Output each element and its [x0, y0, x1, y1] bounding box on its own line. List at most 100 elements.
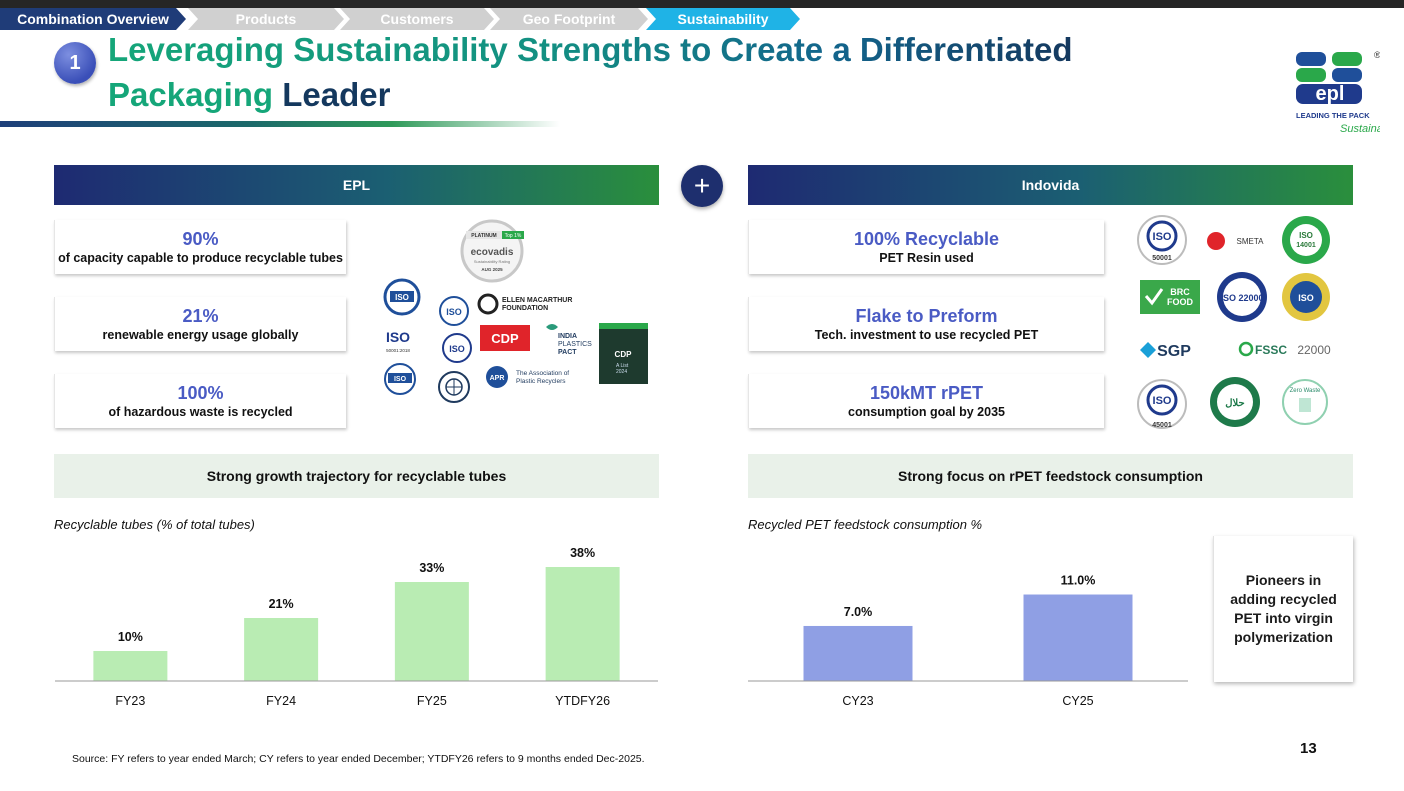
page-title-text: Leveraging Sustainability Strengths to C…	[108, 31, 1073, 68]
iso-45001-code: 45001	[1152, 422, 1172, 429]
data-label: 33%	[419, 561, 444, 575]
right-chart-caption: Recycled PET feedstock consumption %	[748, 517, 983, 532]
logo-registered: ®	[1374, 50, 1380, 60]
logo-tagline: LEADING THE PACK	[1296, 111, 1370, 120]
iso-seal-icon: ISO	[439, 296, 469, 326]
epl-stat-card: 21% renewable energy usage globally	[54, 297, 346, 351]
iso-seal-icon: ISO	[383, 278, 421, 316]
brc-food-logo: BRC FOOD	[1140, 280, 1200, 314]
x-tick-label: FY23	[115, 694, 145, 708]
stat-desc: renewable energy usage globally	[102, 328, 299, 342]
stat-desc: of hazardous waste is recycled	[108, 405, 293, 419]
apr-short: APR	[490, 375, 505, 382]
halal-text: حلال	[1225, 398, 1244, 409]
iso-14001-code: 14001	[1296, 242, 1316, 249]
x-tick-label: FY24	[266, 694, 296, 708]
bar-FY23	[93, 651, 168, 681]
tab-sustainability[interactable]: Sustainability	[646, 8, 800, 30]
tab-geo-footprint[interactable]: Geo Footprint	[490, 8, 648, 30]
epl-logo: epl ® LEADING THE PACK Sustainably	[1296, 50, 1380, 135]
source-footnote: Source: FY refers to year ended March; C…	[72, 753, 645, 765]
cdp-text: CDP	[491, 331, 519, 346]
apr-logo: APR The Association of Plastic Recyclers	[486, 366, 569, 388]
apr-line1: The Association of	[516, 370, 569, 377]
ecovadis-name: ecovadis	[471, 247, 514, 258]
logo-script: Sustainably	[1340, 123, 1380, 135]
iso-45001-seal-icon: ISO 45001	[1137, 379, 1187, 429]
brc-line2: FOOD	[1167, 297, 1193, 307]
smeta-text: SMETA	[1237, 237, 1265, 246]
rpet-feedstock-bar-chart: 7.0% CY23 11.0% CY25	[748, 574, 1188, 708]
iso-seal-gold-icon: ISO	[1282, 273, 1330, 321]
ellen-macarthur-foundation-logo: ELLEN MACARTHUR FOUNDATION	[477, 293, 572, 315]
iso-22000-seal-icon: ISO 22000	[1217, 272, 1267, 322]
bar-CY25	[1023, 594, 1133, 681]
tab-combination-overview[interactable]: Combination Overview	[0, 8, 186, 30]
fssc-text: FSSC	[1255, 343, 1287, 357]
page-title-green-word: Packaging	[108, 76, 274, 113]
iso-seal-icon: ISO	[384, 363, 416, 395]
iso-label: ISO	[1153, 231, 1172, 243]
stat-value: 21%	[182, 306, 219, 326]
cdp-alist-label: A List	[616, 363, 629, 369]
epl-certification-badges: PLATINUM Top 1% ecovadis Sustainability …	[383, 219, 648, 403]
ecovadis-top: Top 1%	[505, 233, 522, 239]
stat-value: 100% Recyclable	[853, 229, 1000, 249]
iso-label: ISO	[449, 344, 465, 354]
right-chart-banner: Strong focus on rPET feedstock consumpti…	[748, 454, 1353, 498]
iso-50001-code: 50001	[1152, 255, 1172, 262]
india-line3: PACT	[558, 349, 577, 356]
bar-CY23	[803, 625, 913, 681]
cdp-alist-name: CDP	[615, 350, 633, 359]
sgp-text: SGP	[1157, 343, 1191, 360]
stat-desc: consumption goal by 2035	[848, 405, 1005, 419]
iso-label: ISO	[386, 329, 410, 345]
brc-line1: BRC	[1170, 287, 1190, 297]
stat-value: 90%	[182, 229, 219, 249]
logo-brand: epl	[1316, 83, 1345, 105]
indovida-certification-badges: ISO 50001 SMETA ISO 14001 BRC FOOD ISO 2…	[1137, 215, 1331, 429]
halal-seal-icon: حلال	[1210, 377, 1260, 427]
iso-label: ISO	[446, 307, 462, 317]
zero-waste-badge-icon: Zero Waste	[1282, 379, 1328, 425]
pioneer-callout: Pioneers in adding recycled PET into vir…	[1213, 536, 1353, 682]
x-tick-label: CY23	[842, 694, 873, 708]
indovida-stat-card: 150kMT rPET consumption goal by 2035	[748, 374, 1104, 428]
sgp-logo: SGP	[1140, 342, 1191, 360]
cdp-alist-year: 2024	[616, 369, 627, 375]
stat-value: 100%	[177, 383, 224, 403]
cdp-a-list-badge: CDP A List 2024	[599, 323, 648, 384]
indovida-stat-card: Flake to Preform Tech. investment to use…	[748, 297, 1104, 351]
iso-label: ISO	[395, 293, 409, 302]
pioneer-callout-text: Pioneers in adding recycled PET into vir…	[1230, 572, 1337, 645]
ellen-line1: ELLEN MACARTHUR	[502, 297, 572, 304]
iso-14001-seal-icon: ISO 14001	[1282, 216, 1330, 264]
iso-code: 50001:2018	[386, 348, 410, 353]
stat-desc: PET Resin used	[879, 251, 974, 265]
stat-desc: of capacity capable to produce recyclabl…	[58, 251, 343, 265]
ecovadis-badge: PLATINUM Top 1% ecovadis Sustainability …	[460, 219, 524, 283]
left-banner-text: Strong growth trajectory for recyclable …	[206, 468, 507, 484]
ecovadis-sub: Sustainability Rating	[474, 259, 510, 264]
x-tick-label: FY25	[417, 694, 447, 708]
data-label: 7.0%	[844, 605, 873, 619]
data-label: 38%	[570, 546, 595, 560]
page-number: 13	[1300, 740, 1317, 757]
tab-products[interactable]: Products	[188, 8, 344, 30]
un-global-compact-icon	[438, 371, 470, 403]
fssc-22000-logo: FSSC 22000	[1238, 341, 1331, 357]
page-title-line2: Packaging Leader	[108, 73, 390, 117]
ecovadis-platinum: PLATINUM	[471, 233, 496, 239]
smeta-logo: SMETA	[1207, 232, 1264, 250]
bar-YTDFY26	[545, 567, 620, 681]
tab-customers[interactable]: Customers	[340, 8, 494, 30]
fssc-number: 22000	[1297, 343, 1331, 357]
step-number-badge: 1	[54, 42, 96, 84]
stat-desc: Tech. investment to use recycled PET	[814, 328, 1039, 342]
cdp-logo: CDP	[480, 325, 530, 351]
apr-line2: Plastic Recyclers	[516, 378, 566, 385]
data-label: 11.0%	[1061, 574, 1096, 588]
ecovadis-date: AUG 2025	[481, 267, 503, 272]
stat-value: 150kMT rPET	[869, 383, 984, 403]
indovida-section-header: Indovida	[748, 165, 1353, 205]
